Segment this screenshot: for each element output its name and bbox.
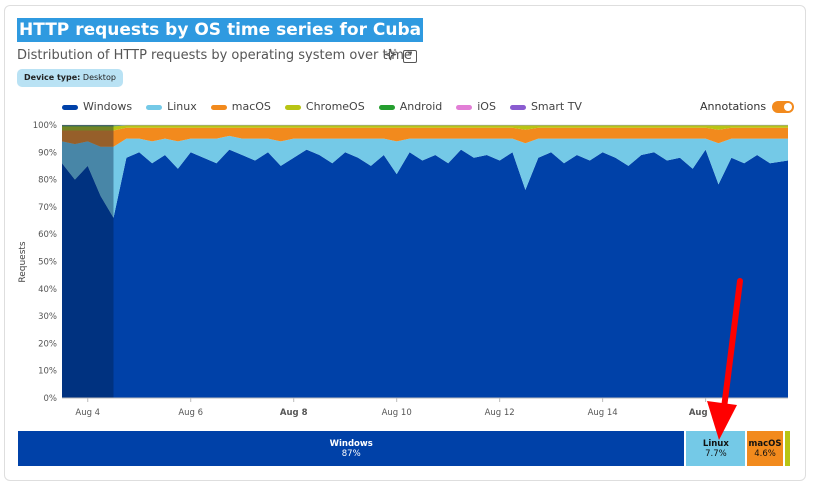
- legend-swatch: [456, 104, 473, 110]
- x-tick-label: Aug 8: [280, 408, 308, 418]
- filter-label: Device type:: [24, 73, 81, 82]
- y-tick-label: 10%: [38, 367, 57, 377]
- summary-segment-windows[interactable]: Windows 87%: [18, 431, 685, 466]
- legend-item-android[interactable]: Android: [378, 100, 443, 114]
- x-tick-label: Aug 16: [689, 408, 723, 418]
- legend-label: Android: [399, 100, 443, 113]
- summary-segment-value: 87%: [341, 448, 361, 459]
- summary-segment-name: Windows: [329, 438, 373, 449]
- legend-item-chromeos[interactable]: ChromeOS: [284, 100, 365, 114]
- annotations-control[interactable]: Annotations: [700, 100, 795, 114]
- device-type-filter-badge[interactable]: Device type: Desktop: [17, 69, 123, 87]
- y-tick-label: 80%: [38, 176, 57, 186]
- summary-segment-name: Linux: [702, 438, 729, 449]
- legend-item-smart-tv[interactable]: Smart TV: [509, 100, 582, 114]
- summary-segment-value: 7.7%: [705, 448, 727, 459]
- legend-label: ChromeOS: [305, 100, 365, 113]
- chart-legend: Windows Linux macOS ChromeOS Android iOS Smart…: [62, 100, 582, 114]
- filter-value: Desktop: [82, 73, 116, 82]
- summary-segment-linux[interactable]: Linux 7.7%: [686, 431, 746, 466]
- legend-label: Linux: [167, 100, 197, 113]
- y-tick-label: 90%: [38, 148, 57, 158]
- y-tick-label: 60%: [38, 230, 57, 240]
- area-series-chromeos: [62, 125, 788, 131]
- legend-item-windows[interactable]: Windows: [62, 100, 132, 114]
- y-tick-label: 20%: [38, 339, 57, 349]
- area-series-windows: [62, 149, 788, 398]
- legend-swatch: [62, 104, 78, 110]
- x-tick-label: Aug 4: [75, 408, 100, 418]
- sparkle-icon[interactable]: [384, 48, 397, 65]
- legend-item-macos[interactable]: macOS: [210, 100, 271, 114]
- chart-subtitle: Distribution of HTTP requests by operati…: [17, 48, 412, 63]
- area-series-android: [62, 125, 788, 127]
- y-tick-label: 0%: [44, 394, 58, 404]
- x-tick-label: Aug 10: [382, 408, 412, 418]
- quote-icon[interactable]: ❞: [403, 49, 417, 63]
- area-series-macos: [62, 127, 788, 147]
- legend-label: iOS: [477, 100, 496, 113]
- x-tick-label: Aug 6: [178, 408, 203, 418]
- legend-swatch: [378, 104, 395, 110]
- legend-item-linux[interactable]: Linux: [146, 100, 197, 114]
- y-tick-label: 30%: [38, 312, 57, 322]
- y-tick-label: 100%: [33, 121, 57, 131]
- toggle-knob: [784, 103, 793, 111]
- summary-segment-macos[interactable]: macOS 4.6%: [747, 431, 783, 466]
- summary-segment-name: macOS: [748, 438, 782, 449]
- legend-swatch: [146, 104, 163, 110]
- x-tick-label: Aug 14: [588, 408, 618, 418]
- y-tick-label: 40%: [38, 285, 57, 295]
- annotations-label: Annotations: [700, 100, 767, 113]
- legend-swatch: [509, 104, 526, 110]
- area-series-linux: [62, 135, 788, 218]
- legend-swatch: [210, 104, 227, 110]
- highlight-region: [62, 125, 114, 398]
- legend-swatch: [284, 104, 301, 110]
- subtitle-actions: ❞: [384, 47, 417, 65]
- y-tick-label: 70%: [38, 203, 57, 213]
- x-tick-label: Aug 12: [485, 408, 515, 418]
- legend-label: macOS: [231, 100, 271, 113]
- legend-label: Windows: [83, 100, 133, 113]
- summary-segment-value: 4.6%: [754, 448, 776, 459]
- legend-item-ios[interactable]: iOS: [456, 100, 496, 114]
- legend-label: Smart TV: [530, 100, 582, 113]
- summary-segment-chromeos[interactable]: [784, 431, 790, 466]
- y-tick-label: 50%: [38, 258, 57, 268]
- annotations-toggle[interactable]: [772, 101, 795, 113]
- y-axis-label: Requests: [18, 241, 28, 283]
- page-title: HTTP requests by OS time series for Cuba: [17, 18, 424, 42]
